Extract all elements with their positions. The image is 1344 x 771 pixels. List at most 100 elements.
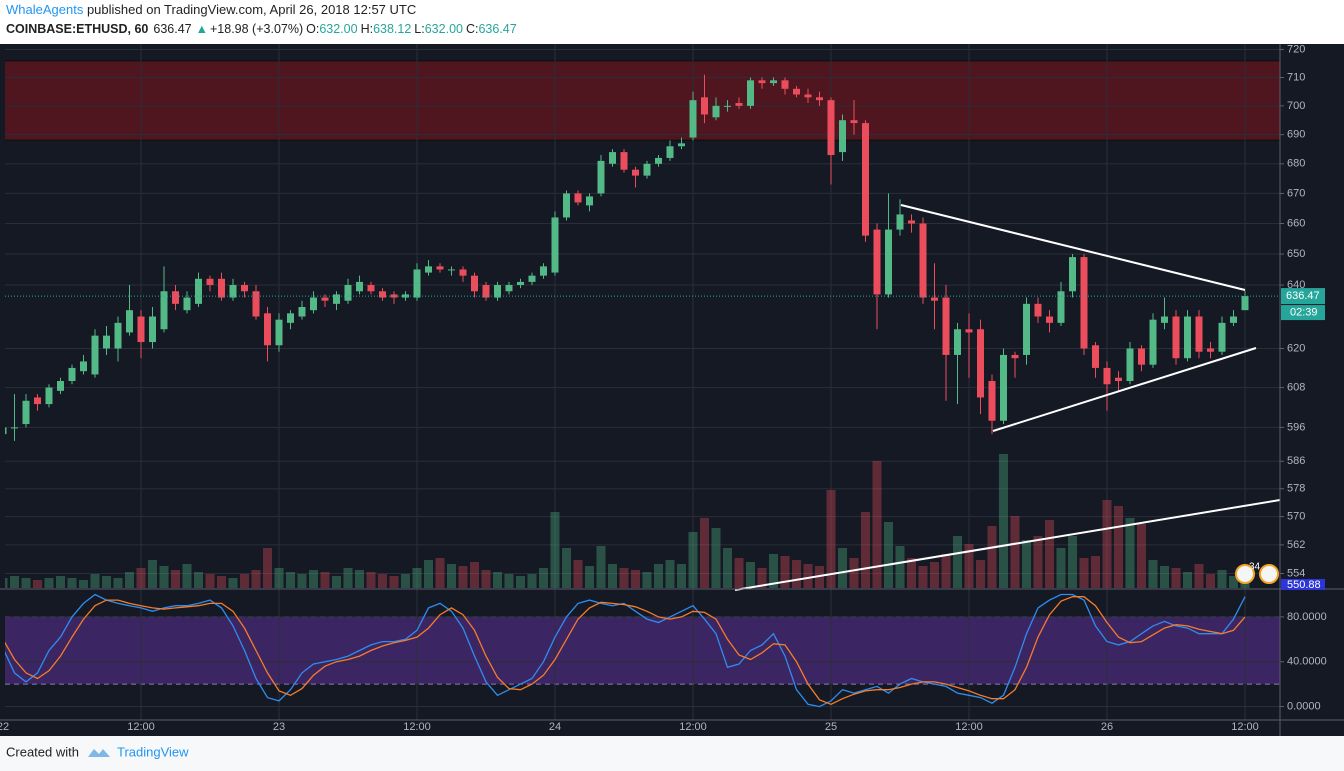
candle-body [1011,354,1019,359]
volume-bar [884,522,893,588]
candle-body [126,310,133,333]
last-price-box [1281,288,1325,305]
event-icon [1259,564,1279,584]
volume-bar [527,574,537,588]
candle-body [804,94,812,98]
volume-bar [1022,540,1031,588]
volume-bar [424,560,433,588]
candle-body [551,217,559,273]
candle-body [310,297,317,311]
l-label: L: [414,22,424,36]
header-bg [0,0,1344,44]
candle-body [770,80,777,84]
volume-bar [355,570,364,588]
candle-body [574,193,582,203]
candle-body [390,294,398,298]
volume-bar [1045,520,1054,588]
candle-body [885,229,892,295]
y-tick-label: 40.0000 [1287,656,1327,668]
volume-bar [769,554,778,588]
candle-body [160,291,168,330]
bottom-label-box [1281,579,1325,590]
y-tick-label: 578 [1287,483,1305,495]
volume-bar [194,572,203,588]
candle-body [689,100,697,138]
volume-bar [228,578,238,588]
volume-bar [136,568,146,588]
volume-bar [171,570,180,588]
volume-bar [113,578,123,588]
volume-bar [470,562,479,588]
volume-bar [125,572,134,588]
volume-bar [849,558,859,588]
volume-bar [458,566,468,588]
volume-bar [631,570,640,588]
x-tick-label: 23 [273,721,285,733]
bottom-label: 550.88 [1287,579,1321,591]
volume-bar [1068,536,1077,588]
candle-body [643,163,651,176]
brand[interactable]: TradingView [117,744,189,759]
candle-body [540,266,547,276]
stoch-line [5,593,1246,708]
stoch-line [5,596,1246,706]
volume-bar [447,564,456,588]
candle-body [609,152,616,164]
volume-bar [320,572,330,588]
candle-body [321,297,329,301]
candle-body [482,285,490,298]
candle-body [436,266,444,270]
candle-body [724,105,731,107]
candle-body [494,285,501,298]
candle-body [563,193,570,218]
candle-body [22,400,30,425]
h-value: 638.12 [373,22,411,36]
volume-bar [1194,564,1204,588]
volume-bar [619,568,629,588]
volume-bar [562,548,571,588]
candle-body [954,329,961,355]
x-tick-label: 12:00 [955,721,983,733]
candle-body [57,380,64,391]
countdown-box [1281,305,1325,321]
volume-bar [803,564,813,588]
candle-body [34,397,41,405]
candle-body [1115,377,1122,381]
volume-bar [953,536,962,588]
candle-body [103,335,110,349]
candle-body [666,146,674,158]
volume-bar [481,570,491,588]
candle-body [1000,354,1007,421]
candle-body [1184,316,1191,359]
volume-bar [90,574,100,588]
plot [5,44,1280,720]
volume-bar [1010,516,1020,588]
last-price-label: 636.47 [1286,290,1320,302]
candle-body [459,269,467,276]
candle-body [402,294,409,298]
candle-body [931,297,938,301]
y-tick-label: 670 [1287,187,1305,199]
arrow: ▲ [196,22,208,36]
author[interactable]: WhaleAgents [6,2,84,17]
candle-body [1207,348,1214,352]
volume-bar [1091,556,1100,588]
x-tick-label: 12:00 [127,721,155,733]
footer-bg [0,736,1344,771]
volume-bar [182,564,192,588]
candle-body [379,291,386,298]
candle-body [1103,367,1111,385]
y-tick-label: 690 [1287,129,1305,141]
candle-body [1069,257,1076,292]
candle-body [45,387,53,405]
candle-body [1057,291,1065,323]
countdown-label: 02:39 [1290,306,1318,318]
candle-body [712,105,720,118]
candle-body [68,367,76,381]
c-label: C: [466,22,479,36]
logo-icon [88,749,110,757]
candle-body [264,313,271,346]
volume-bar [263,548,272,588]
